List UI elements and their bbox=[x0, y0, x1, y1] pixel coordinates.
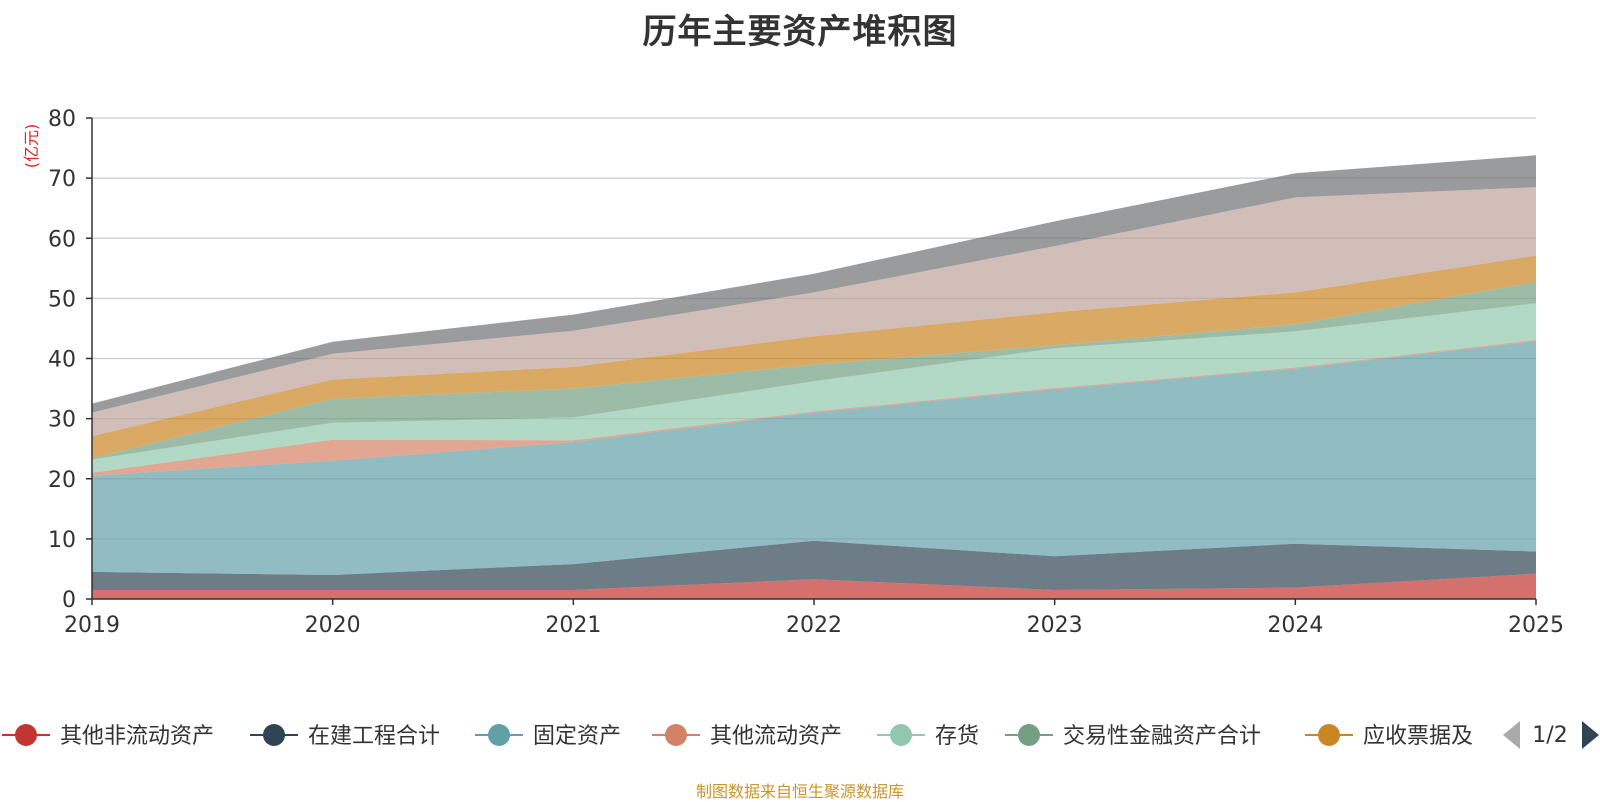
legend-item[interactable]: 在建工程合计 bbox=[250, 724, 440, 749]
legend-circle-marker bbox=[890, 724, 912, 746]
y-tick-label: 60 bbox=[48, 227, 76, 252]
y-tick-label: 10 bbox=[48, 528, 76, 553]
y-tick-label: 20 bbox=[48, 468, 76, 493]
legend-page-indicator: 1/2 bbox=[1532, 723, 1567, 748]
legend-circle-marker bbox=[15, 724, 37, 746]
legend-circle-marker bbox=[1318, 724, 1340, 746]
legend-circle-marker bbox=[263, 724, 285, 746]
x-tick-label: 2019 bbox=[64, 613, 120, 638]
legend-circle-marker bbox=[488, 724, 510, 746]
y-tick-label: 70 bbox=[48, 167, 76, 192]
legend-label: 其他流动资产 bbox=[710, 724, 842, 749]
x-tick-label: 2020 bbox=[305, 613, 361, 638]
legend-pager: 1/2 bbox=[1503, 721, 1599, 749]
legend-label: 固定资产 bbox=[533, 724, 621, 749]
x-tick-label: 2022 bbox=[786, 613, 842, 638]
area-series-3 bbox=[92, 339, 1536, 476]
legend-item[interactable]: 存货 bbox=[877, 724, 979, 749]
y-axis-unit-label: (亿元) bbox=[22, 124, 41, 169]
x-tick-label: 2024 bbox=[1267, 613, 1323, 638]
x-tick-label: 2023 bbox=[1027, 613, 1083, 638]
legend-item[interactable]: 其他流动资产 bbox=[652, 724, 842, 749]
legend-circle-marker bbox=[1018, 724, 1040, 746]
legend-item[interactable]: 固定资产 bbox=[475, 724, 621, 749]
area-series-6 bbox=[92, 255, 1536, 459]
x-tick-label: 2025 bbox=[1508, 613, 1564, 638]
data-source-note: 制图数据来自恒生聚源数据库 bbox=[695, 782, 904, 801]
legend-label: 其他非流动资产 bbox=[60, 724, 214, 749]
y-tick-label: 30 bbox=[48, 408, 76, 433]
legend-item[interactable]: 交易性金融资产合计 bbox=[1005, 724, 1261, 749]
legend-circle-marker bbox=[665, 724, 687, 746]
legend-label: 在建工程合计 bbox=[308, 724, 440, 749]
y-tick-label: 80 bbox=[48, 107, 76, 132]
x-tick-label: 2021 bbox=[545, 613, 601, 638]
x-axis-ticks: 2019 2020 2021 2022 2023 2024 2025 bbox=[64, 599, 1564, 638]
area-series-7 bbox=[92, 187, 1536, 437]
area-series-4 bbox=[92, 303, 1536, 473]
y-tick-label: 50 bbox=[48, 287, 76, 312]
y-tick-label: 0 bbox=[62, 588, 76, 613]
area-series bbox=[92, 155, 1536, 599]
triangle-left-icon[interactable] bbox=[1503, 721, 1520, 749]
legend-item[interactable]: 其他非流动资产 bbox=[2, 724, 214, 749]
y-axis-ticks: 0 10 20 30 40 50 60 70 80 bbox=[48, 107, 92, 613]
legend: 其他非流动资产 在建工程合计 固定资产 其他流动资产 存货 交易性金融资产合计 应收票据及 bbox=[2, 724, 1473, 749]
chart-title: 历年主要资产堆积图 bbox=[642, 12, 958, 52]
area-series-1 bbox=[92, 540, 1536, 590]
legend-label: 应收票据及 bbox=[1363, 724, 1473, 749]
area-series-2 bbox=[92, 341, 1536, 575]
area-series-8 bbox=[92, 155, 1536, 413]
area-series-0 bbox=[92, 573, 1536, 599]
y-tick-label: 40 bbox=[48, 348, 76, 373]
legend-label: 存货 bbox=[935, 724, 979, 749]
triangle-right-icon[interactable] bbox=[1582, 721, 1599, 749]
area-series-5 bbox=[92, 282, 1536, 460]
legend-item[interactable]: 应收票据及 bbox=[1305, 724, 1473, 749]
legend-label: 交易性金融资产合计 bbox=[1063, 724, 1261, 749]
